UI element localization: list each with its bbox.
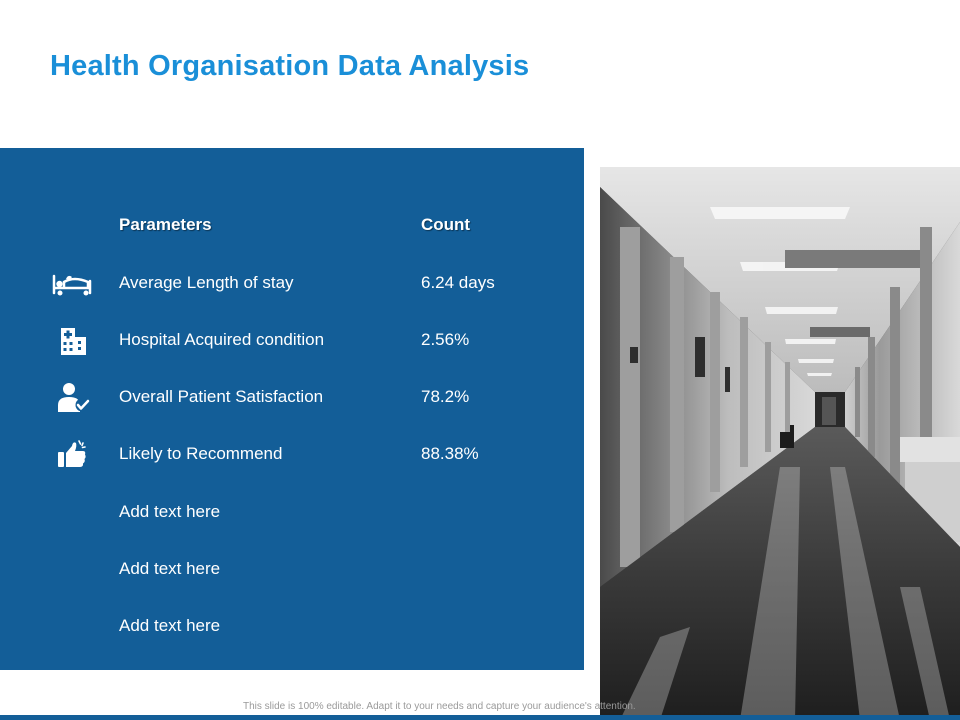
row-count: 6.24 days (421, 273, 495, 292)
table-row: Overall Patient Satisfaction 78.2% (0, 377, 584, 417)
table-row: Add text here (0, 606, 584, 646)
header-parameters: Parameters (119, 215, 212, 234)
table-row: Average Length of stay 6.24 days (0, 263, 584, 303)
hospital-corridor-photo (600, 167, 960, 720)
row-label: Average Length of stay (119, 273, 294, 292)
footer-note: This slide is 100% editable. Adapt it to… (243, 701, 636, 712)
row-label: Overall Patient Satisfaction (119, 387, 324, 406)
footer-bar (0, 715, 960, 720)
header-count: Count (421, 215, 471, 234)
slide-title: Health Organisation Data Analysis (50, 50, 530, 82)
table-row: Hospital Acquired condition 2.56% (0, 320, 584, 360)
table-row: Likely to Recommend 88.38% (0, 434, 584, 474)
row-label[interactable]: Add text here (119, 616, 221, 635)
row-count: 78.2% (421, 387, 470, 406)
data-table-panel: Parameters Count Average Length of stay … (0, 148, 584, 670)
row-count: 2.56% (421, 330, 470, 349)
hospital-bed-icon (52, 267, 92, 299)
row-label: Hospital Acquired condition (119, 330, 325, 349)
table-header-row: Parameters Count (0, 205, 584, 245)
row-count: 88.38% (421, 444, 479, 463)
table-row: Add text here (0, 549, 584, 589)
row-label[interactable]: Add text here (119, 559, 221, 578)
thumbs-up-icon (52, 438, 92, 470)
row-label: Likely to Recommend (119, 444, 283, 463)
table-row: Add text here (0, 492, 584, 532)
row-label[interactable]: Add text here (119, 502, 221, 521)
satisfied-patient-icon (52, 381, 92, 413)
hospital-building-icon (52, 324, 92, 356)
